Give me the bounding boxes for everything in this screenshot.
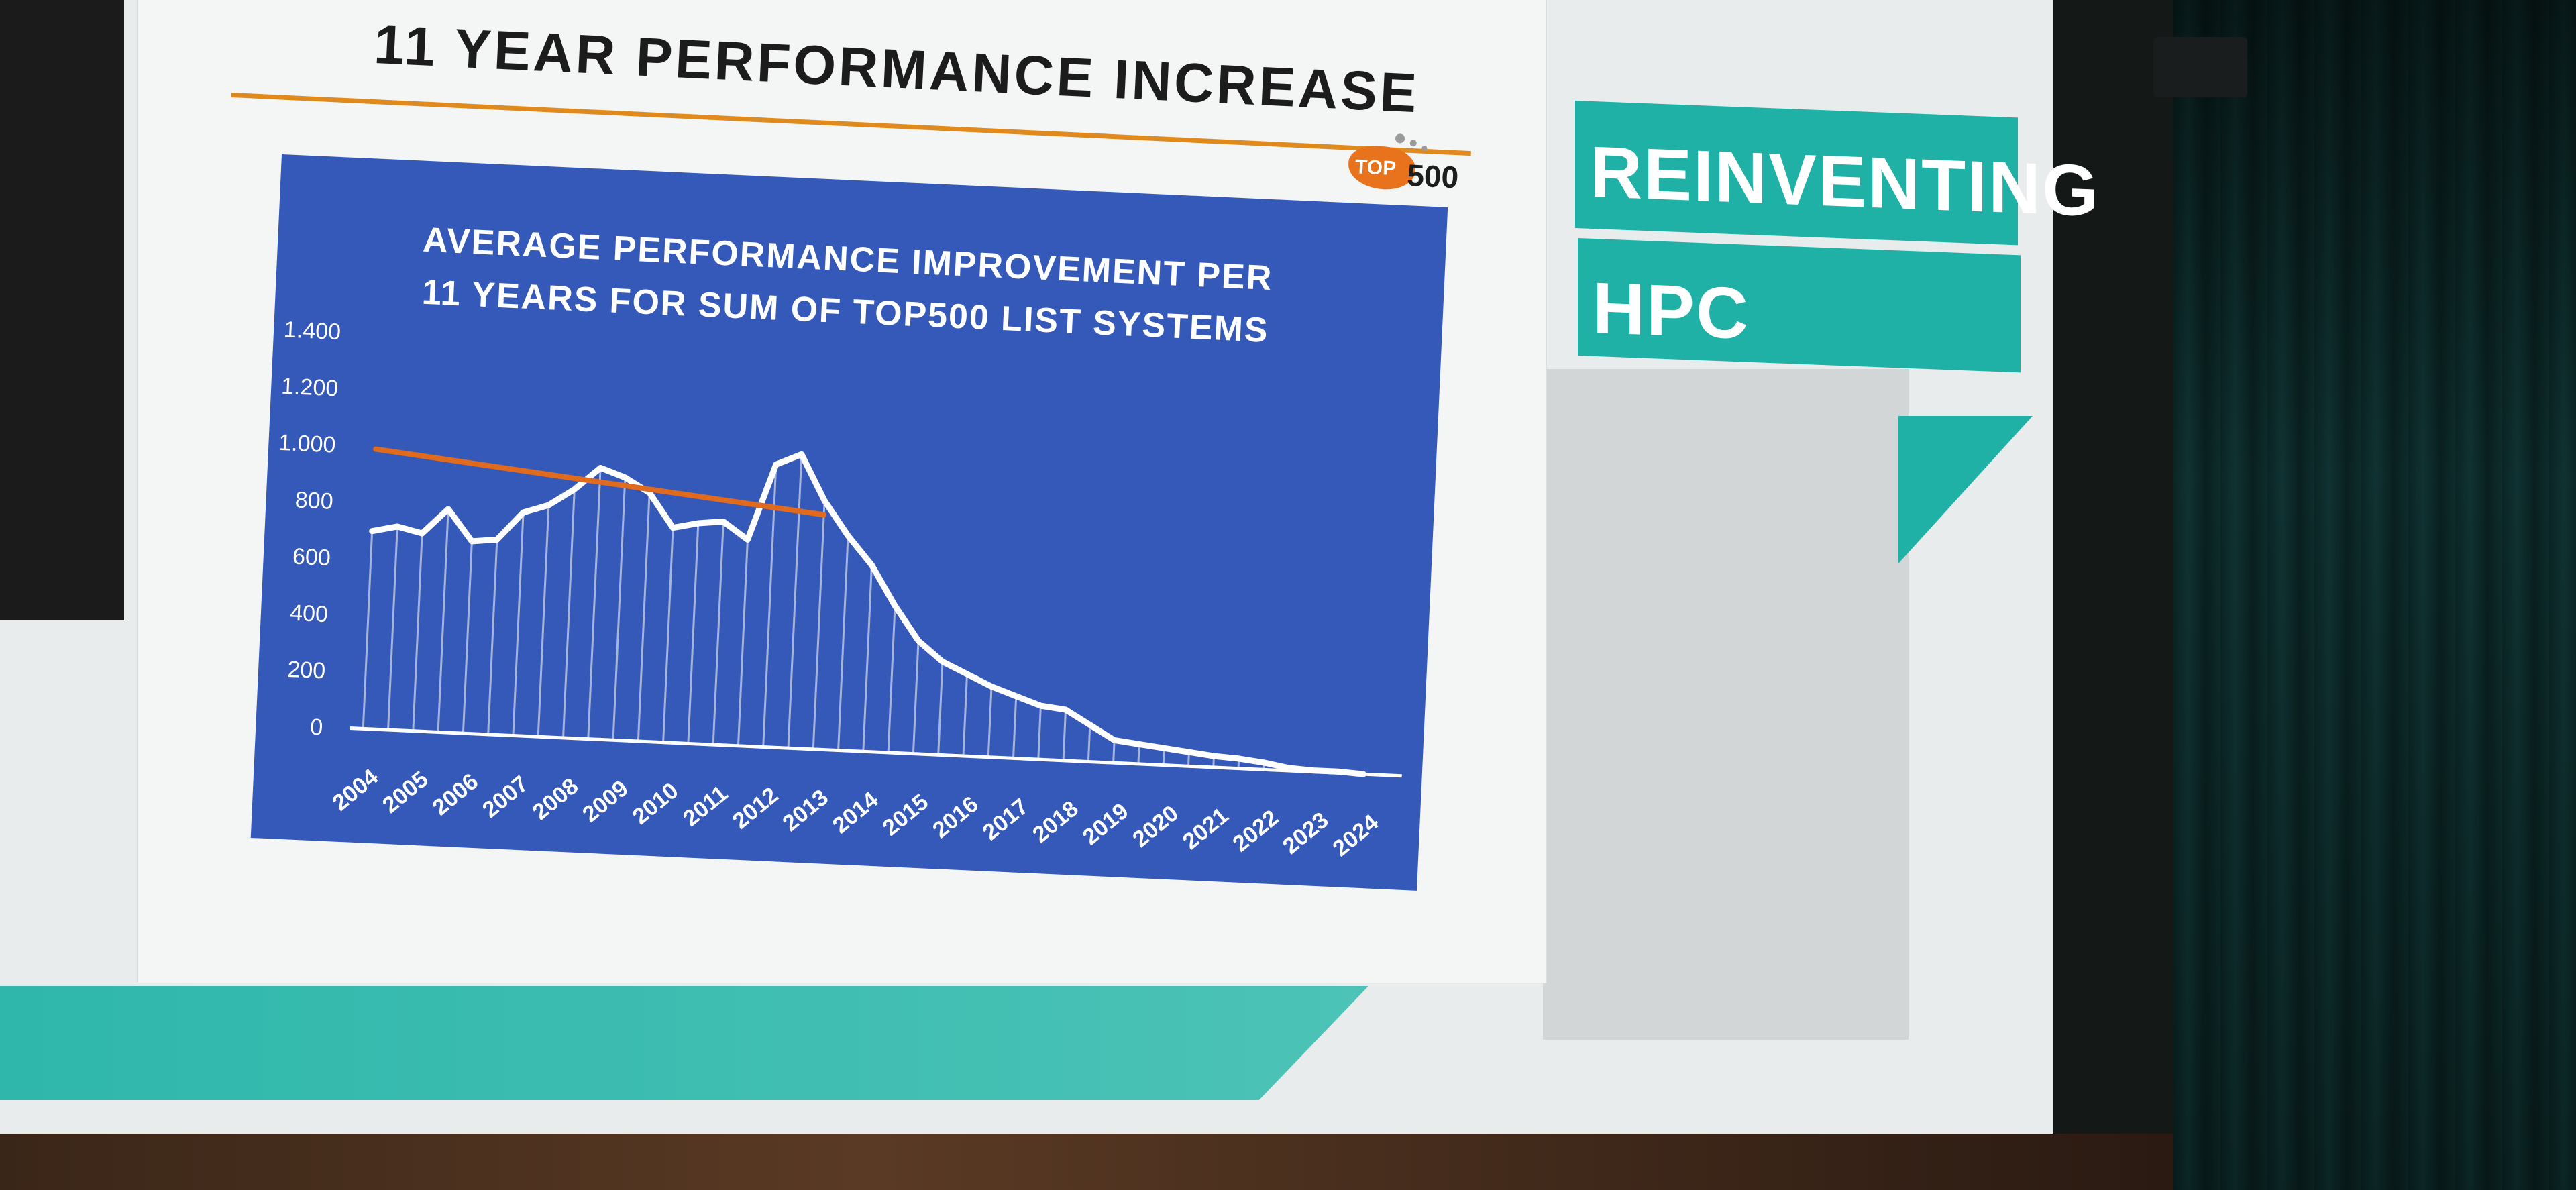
data-point	[547, 504, 550, 507]
data-point	[823, 499, 826, 502]
y-tick-label: 0	[310, 714, 324, 741]
area-drop-line	[1112, 740, 1116, 763]
data-point	[1014, 694, 1018, 698]
area-drop-line	[762, 464, 777, 747]
data-point	[1362, 773, 1365, 776]
data-point	[1088, 723, 1091, 726]
data-point	[495, 538, 498, 541]
area-drop-line	[812, 500, 826, 749]
area-drop-line	[837, 535, 849, 751]
data-point	[800, 453, 803, 456]
y-tick-label: 1.000	[278, 430, 337, 458]
data-point	[672, 526, 675, 529]
x-axis-line	[350, 726, 1402, 778]
area-drop-line	[1037, 706, 1042, 760]
screen-left-edge	[0, 0, 124, 620]
data-point	[447, 507, 450, 510]
data-point	[1163, 747, 1166, 750]
area-drop-line	[487, 539, 498, 735]
area-drop-line	[387, 526, 398, 731]
ceiling-fixture	[2153, 37, 2247, 97]
area-drop-line	[862, 565, 873, 752]
stage-floor	[0, 1134, 2174, 1190]
area-drop-line	[362, 531, 374, 729]
data-point	[870, 563, 873, 567]
slide-teal-band	[0, 986, 1368, 1100]
data-point	[599, 466, 602, 470]
y-tick-label: 200	[287, 657, 326, 684]
trend-line	[373, 446, 827, 518]
area-drop-line	[787, 454, 803, 749]
area-drop-line	[662, 527, 674, 743]
slide-grey-panel	[1543, 369, 1909, 1040]
data-point	[722, 520, 725, 523]
area-drop-line	[587, 468, 602, 739]
y-tick-label: 600	[292, 544, 331, 572]
data-point	[370, 529, 374, 533]
area-drop-line	[687, 523, 700, 744]
data-point	[1064, 708, 1067, 712]
data-point	[1262, 761, 1265, 764]
data-point	[965, 672, 969, 675]
data-point	[1287, 766, 1290, 769]
area-drop-line	[712, 521, 724, 745]
area-drop-line	[912, 641, 920, 754]
data-point	[1113, 739, 1116, 742]
area-drop-line	[1012, 696, 1018, 759]
area-drop-line	[412, 533, 423, 731]
chart-background	[250, 154, 1448, 891]
data-point	[1337, 770, 1340, 773]
data-point	[1311, 769, 1315, 772]
data-point	[1039, 704, 1042, 708]
area-drop-line	[437, 508, 449, 733]
data-point	[696, 522, 700, 525]
area-drop-line	[987, 686, 993, 757]
data-point	[522, 510, 525, 514]
area-drop-line	[537, 504, 550, 737]
area-drop-line	[637, 492, 651, 742]
y-tick-label: 400	[289, 600, 328, 628]
data-point	[941, 660, 944, 663]
area-drop-line	[512, 512, 525, 736]
area-drop-line	[962, 673, 969, 757]
data-point	[470, 539, 474, 543]
data-point	[1138, 743, 1141, 746]
data-point	[746, 538, 749, 541]
y-tick-label: 800	[294, 487, 333, 515]
data-point	[774, 463, 777, 466]
area-drop-line	[1087, 724, 1091, 762]
data-point	[1187, 751, 1191, 754]
data-point	[1212, 755, 1216, 758]
area-drop-line	[462, 541, 473, 734]
area-drop-line	[737, 539, 749, 746]
data-point	[421, 532, 424, 535]
curtain-shadow	[2174, 0, 2576, 1190]
area-drop-line	[1137, 744, 1140, 764]
y-tick-label: 1.200	[280, 374, 339, 402]
data-point	[573, 488, 576, 491]
data-point	[1237, 757, 1240, 760]
area-drop-line	[1062, 709, 1067, 761]
data-point	[990, 685, 994, 688]
data-point	[894, 604, 897, 608]
area-drop-line	[562, 489, 576, 738]
y-tick-label: 1.400	[283, 317, 341, 345]
data-point	[623, 476, 627, 479]
data-point	[396, 525, 399, 528]
area-drop-line	[612, 477, 627, 741]
data-point	[917, 639, 920, 643]
area-drop-line	[937, 661, 944, 755]
area-drop-line	[887, 605, 896, 753]
data-point	[847, 534, 850, 537]
